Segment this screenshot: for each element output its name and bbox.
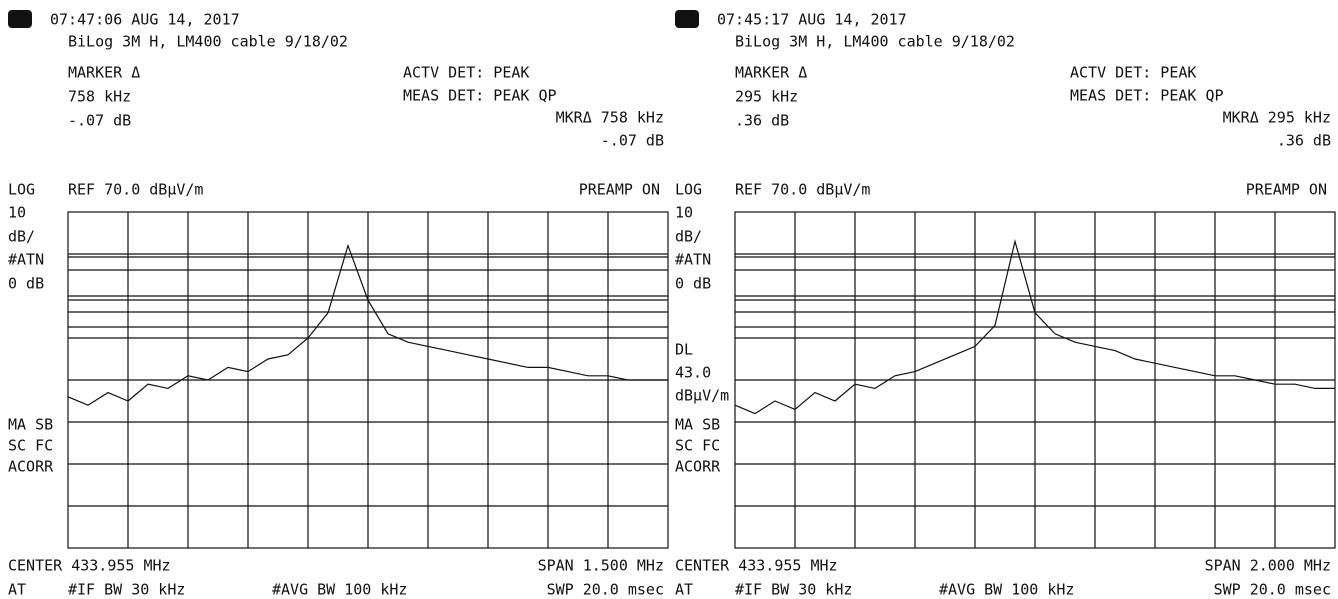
scale-unit: dB/ [8,228,35,246]
status-flag: ACORR [675,458,721,476]
timestamp: 07:47:06 AUG 14, 2017 [50,11,240,29]
timestamp: 07:45:17 AUG 14, 2017 [717,11,907,29]
avg-bw: #AVG BW 100 kHz [272,581,407,599]
if-bw: #IF BW 30 kHz [68,581,185,599]
marker-level: .36 dB [735,112,789,130]
mkr-delta: MKRΔ 295 kHz [1223,109,1331,127]
atn-value: 0 dB [8,275,44,293]
status-flag: MA SB [675,416,720,434]
swp: SWP 20.0 msec [1214,581,1331,599]
mkr-level: .36 dB [1277,132,1331,150]
center: CENTER 433.955 MHz [675,557,838,575]
scale-unit: dB/ [675,228,702,246]
status-flag: ACORR [8,458,54,476]
actv-det: ACTV DET: PEAK [1070,64,1196,82]
scale-div: 10 [675,204,693,222]
actv-det: ACTV DET: PEAK [403,64,529,82]
mkr-level: -.07 dB [601,132,664,150]
atn: #ATN [8,251,44,269]
meas-det: MEAS DET: PEAK QP [1070,87,1224,105]
center: CENTER 433.955 MHz [8,557,171,575]
scale-log: LOG [8,181,35,199]
marker-freq: 295 kHz [735,88,798,106]
setup: BiLog 3M H, LM400 cable 9/18/02 [68,33,348,51]
mkr-delta: MKRΔ 758 kHz [556,109,664,127]
setup: BiLog 3M H, LM400 cable 9/18/02 [735,33,1015,51]
atn: #ATN [675,251,711,269]
display-line-label: dBµV/m [675,387,729,405]
at: AT [675,581,693,599]
marker-freq: 758 kHz [68,88,131,106]
scale-log: LOG [675,181,702,199]
if-bw: #IF BW 30 kHz [735,581,852,599]
marker-label: MARKER Δ [735,64,807,82]
hp-logo [675,10,699,28]
avg-bw: #AVG BW 100 kHz [939,581,1074,599]
trace [734,239,1335,415]
preamp: PREAMP ON [1246,181,1327,199]
swp: SWP 20.0 msec [547,581,664,599]
span: SPAN 2.000 MHz [1205,557,1331,575]
scale-div: 10 [8,204,26,222]
trace [67,243,668,406]
ref: REF 70.0 dBµV/m [735,181,870,199]
status-flag: MA SB [8,416,53,434]
marker-label: MARKER Δ [68,64,140,82]
ref: REF 70.0 dBµV/m [68,181,203,199]
at: AT [8,581,26,599]
span: SPAN 1.500 MHz [538,557,664,575]
status-flag: SC FC [675,437,720,455]
preamp: PREAMP ON [579,181,660,199]
meas-det: MEAS DET: PEAK QP [403,87,557,105]
display-line-label: 43.0 [675,364,711,382]
hp-logo [8,10,32,28]
atn-value: 0 dB [675,275,711,293]
marker-level: -.07 dB [68,112,131,130]
display-line-label: DL [675,341,693,359]
status-flag: SC FC [8,437,53,455]
